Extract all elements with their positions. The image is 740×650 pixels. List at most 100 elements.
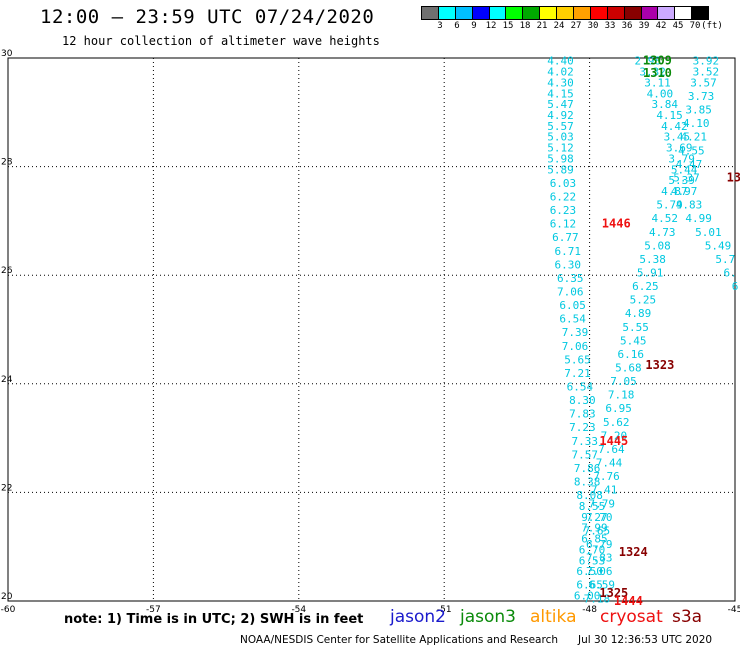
- wave-height-label: 6.95: [605, 402, 632, 415]
- x-tick-label: -60: [1, 605, 16, 615]
- wave-height-label: 6.25: [632, 280, 659, 293]
- wave-height-label: 6.12: [550, 218, 577, 231]
- wave-height-label: 7.44: [596, 457, 623, 470]
- colorbar-label: 9: [471, 21, 477, 31]
- wave-height-label: 6.05: [559, 299, 586, 312]
- generated-timestamp: Jul 30 12:36:53 UTC 2020: [578, 634, 713, 646]
- wave-height-label: 6.53: [579, 554, 606, 567]
- wave-height-label: 2.98: [635, 55, 662, 68]
- orbit-time-label: 1325: [599, 586, 628, 600]
- wave-height-label: 4.83: [676, 199, 703, 212]
- wave-height-label: 3.32: [639, 66, 666, 79]
- wave-height-label: 7.99: [581, 522, 608, 535]
- wave-height-label: 7.57: [572, 448, 599, 461]
- wave-height-label: 7.06: [562, 340, 589, 353]
- orbit-time-label: 1444: [614, 594, 643, 608]
- wave-height-label: 9.27: [581, 511, 608, 524]
- wave-height-label: 5.39: [668, 174, 695, 187]
- wave-height-label: 4.30: [547, 76, 574, 89]
- wave-height-label: 3.45: [664, 131, 691, 144]
- wave-height-label: 5.44: [671, 163, 698, 176]
- wave-height-label: 8.30: [569, 394, 596, 407]
- wave-height-label: 3.69: [666, 142, 693, 155]
- colorbar-label: (ft): [701, 21, 723, 31]
- wave-height-label: 7.83: [569, 408, 596, 421]
- wave-height-label: 8.55: [579, 500, 606, 513]
- wave-height-label: 6.54: [567, 381, 594, 394]
- wave-height-label: 3.84: [651, 98, 678, 111]
- wave-height-label: 7.21: [564, 367, 591, 380]
- y-tick-label: 30: [1, 49, 13, 59]
- wave-height-label: 6.03: [550, 177, 577, 190]
- wave-height-label: 5.37: [673, 171, 700, 184]
- wave-height-label: 3.79: [668, 152, 695, 165]
- wave-height-label: 7.41: [591, 484, 618, 497]
- colorbar-label: 3: [437, 21, 443, 31]
- wave-height-label: 4.99: [685, 212, 712, 225]
- wave-height-label: 7.05: [610, 375, 637, 388]
- wave-height-label: 6.77: [552, 231, 579, 244]
- wave-height-label: 5.89: [547, 163, 574, 176]
- wave-height-label: 4.89: [625, 307, 652, 320]
- wave-height-label: 7.64: [598, 443, 625, 456]
- colorbar-label: 39: [638, 21, 650, 31]
- chart-title: 12:00 – 23:59 UTC 07/24/2020: [40, 6, 375, 28]
- plot-frame: [7, 57, 736, 602]
- wave-height-label: 4.15: [656, 109, 683, 122]
- wave-height-label: 3.57: [690, 76, 717, 89]
- wave-height-label: 3.73: [688, 90, 715, 103]
- wave-height-label: 8.08: [576, 489, 603, 502]
- colorbar-label: 70: [689, 21, 701, 31]
- wave-height-label: 5.38: [639, 253, 666, 266]
- wave-height-label: 7.39: [562, 326, 589, 339]
- wave-height-label: 5.7: [715, 253, 735, 266]
- wave-height-label: 7.18: [584, 592, 611, 605]
- colorbar-label: 24: [553, 21, 565, 31]
- wave-height-label: 8.38: [574, 476, 601, 489]
- legend-entry-altika: altika: [530, 607, 577, 627]
- wave-height-label: 6.35: [557, 272, 584, 285]
- footer-note: note: 1) Time is in UTC; 2) SWH is in fe…: [64, 612, 364, 627]
- colorbar-swatch: [691, 6, 710, 20]
- colorbar-label: 36: [621, 21, 633, 31]
- orbit-time-label: 1324: [619, 545, 648, 559]
- x-tick-label: -45: [728, 605, 740, 615]
- colorbar-label: 12: [485, 21, 497, 31]
- x-tick-label: -54: [291, 605, 306, 615]
- wave-height-label: 7.33: [572, 435, 599, 448]
- wave-height-label: 5.68: [615, 362, 642, 375]
- wave-height-label: 5.47: [547, 98, 574, 111]
- wave-height-label: 5.12: [547, 142, 574, 155]
- wave-height-label: 7.79: [588, 497, 615, 510]
- wave-height-label: 4.52: [651, 212, 678, 225]
- colorbar-label: 45: [672, 21, 684, 31]
- wave-height-colorbar: [421, 6, 710, 20]
- wave-height-label: 4.47: [676, 158, 703, 171]
- orbit-time-label: 1445: [599, 434, 628, 448]
- wave-height-label: 5.55: [622, 321, 649, 334]
- wave-height-label: 5.65: [564, 353, 591, 366]
- wave-height-label: 5.03: [547, 131, 574, 144]
- wave-height-label: 6.22: [550, 190, 577, 203]
- wave-height-label: 7.83: [586, 552, 613, 565]
- wave-height-label: 7.20: [601, 429, 628, 442]
- wave-height-label: 6.70: [579, 543, 606, 556]
- wave-height-label: 4.02: [547, 66, 574, 79]
- x-tick-label: -48: [582, 605, 597, 615]
- wave-height-label: 3.92: [693, 55, 720, 68]
- wave-height-label: 6.30: [555, 258, 582, 271]
- y-tick-label: 24: [1, 375, 13, 385]
- wave-height-label: 6.65: [576, 579, 603, 592]
- y-tick-label: 26: [1, 266, 13, 276]
- wave-height-label: 5.08: [644, 239, 671, 252]
- orbit-time-label: 132: [727, 170, 740, 184]
- orbit-time-label: 1310: [643, 66, 672, 80]
- y-tick-label: 28: [1, 158, 13, 168]
- legend-entry-jason2: jason2: [390, 607, 446, 627]
- wave-height-label: 6.50: [576, 565, 603, 578]
- x-tick-label: -57: [146, 605, 161, 615]
- wave-height-label: 4.15: [547, 87, 574, 100]
- wave-height-label: 7.06: [557, 285, 584, 298]
- wave-height-label: 6.79: [586, 538, 613, 551]
